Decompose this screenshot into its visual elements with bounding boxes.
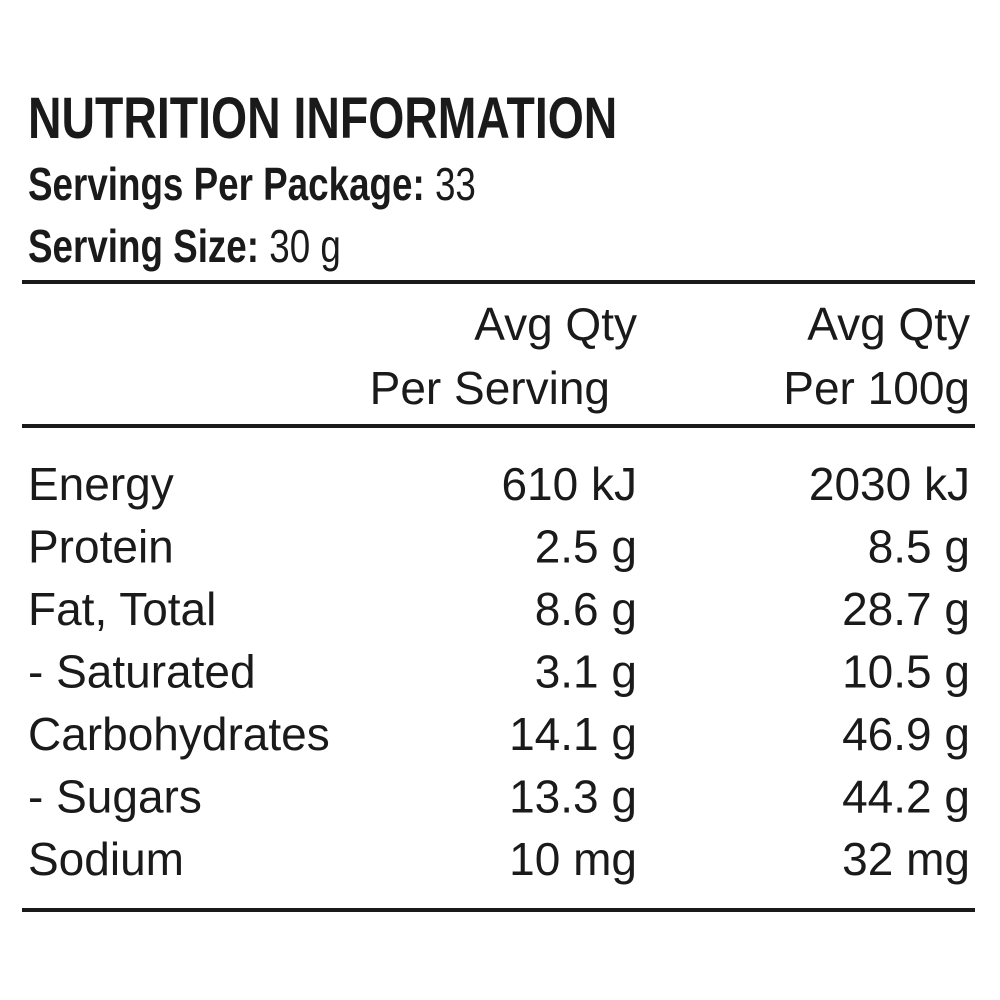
nutrient-name: Sodium [28, 833, 184, 885]
nutrient-name: Carbohydrates [28, 708, 330, 760]
per-100g: 2030 kJ [809, 458, 970, 510]
per-100g: 46.9 g [842, 708, 970, 760]
serving-size-line: Serving Size: 30 g [28, 220, 341, 272]
nutrient-name: Energy [28, 458, 174, 510]
header: NUTRITION INFORMATION Servings Per Packa… [28, 86, 617, 272]
table-body: Energy 610 kJ 2030 kJ Protein 2.5 g 8.5 g Fat,… [28, 458, 970, 885]
per-serving: 3.1 g [535, 646, 637, 698]
column-header: Avg Qty [807, 298, 970, 350]
per-serving: 13.3 g [509, 771, 637, 823]
column-header: Avg Qty [474, 298, 637, 350]
title: NUTRITION INFORMATION [28, 86, 617, 151]
per-100g: 44.2 g [842, 771, 970, 823]
servings-line: Servings Per Package: 33 [28, 158, 476, 210]
per-serving: 10 mg [509, 833, 637, 885]
per-100g: 32 mg [842, 833, 970, 885]
per-serving: 610 kJ [501, 458, 637, 510]
servings-value: 33 [435, 158, 476, 210]
nutrient-name: Fat, Total [28, 583, 216, 635]
per-serving: 8.6 g [535, 583, 637, 635]
per-100g: 10.5 g [842, 646, 970, 698]
serving-size-value: 30 g [269, 220, 341, 272]
per-serving: 14.1 g [509, 708, 637, 760]
per-100g: 28.7 g [842, 583, 970, 635]
nutrient-name: Protein [28, 521, 174, 573]
servings-label: Servings Per Package: [28, 158, 425, 210]
column-header: Per Serving [370, 362, 610, 414]
per-serving: 2.5 g [535, 521, 637, 573]
per-100g: 8.5 g [868, 521, 970, 573]
serving-size-label: Serving Size: [28, 220, 259, 272]
nutrient-name: - Saturated [28, 646, 256, 698]
nutrient-name: - Sugars [28, 771, 202, 823]
column-header: Per 100g [783, 362, 970, 414]
